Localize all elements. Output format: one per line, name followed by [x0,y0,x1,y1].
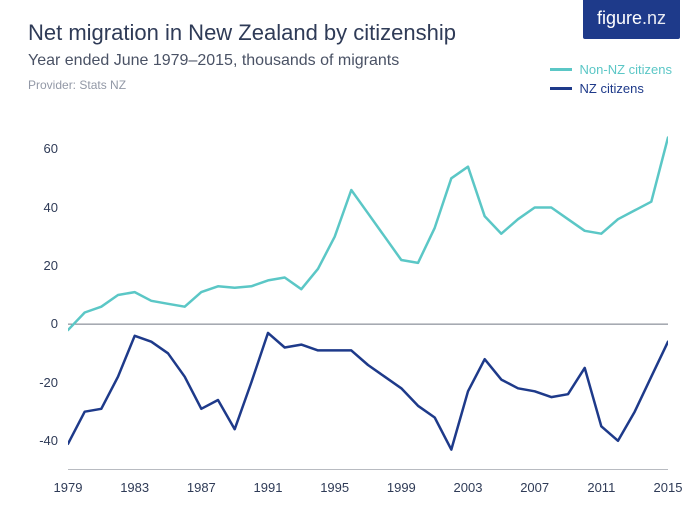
line-chart [68,120,668,470]
x-tick-label: 2015 [654,480,683,495]
chart-provider: Provider: Stats NZ [28,78,126,92]
y-tick-label: 40 [0,200,58,215]
legend-swatch [550,87,572,90]
y-tick-label: -20 [0,375,58,390]
x-tick-label: 2011 [587,480,615,495]
legend-item: NZ citizens [550,81,672,96]
chart-subtitle: Year ended June 1979–2015, thousands of … [28,52,399,70]
logo-text: figure [597,8,642,28]
y-tick-label: 20 [0,258,58,273]
x-tick-label: 1995 [320,480,349,495]
x-tick-label: 1991 [254,480,283,495]
y-tick-label: 60 [0,141,58,156]
legend-label: NZ citizens [580,81,644,96]
series-line [68,333,668,450]
x-tick-label: 1983 [120,480,149,495]
legend-label: Non-NZ citizens [580,62,672,77]
chart-container: figure.nz Net migration in New Zealand b… [0,0,700,525]
legend: Non-NZ citizens NZ citizens [550,62,672,100]
x-tick-label: 2007 [520,480,549,495]
chart-title: Net migration in New Zealand by citizens… [28,20,456,46]
y-tick-label: -40 [0,433,58,448]
legend-swatch [550,68,572,71]
figurenz-logo: figure.nz [583,0,680,39]
logo-suffix: .nz [642,8,666,28]
x-tick-label: 1987 [187,480,216,495]
x-tick-label: 2003 [454,480,483,495]
x-tick-label: 1979 [54,480,83,495]
series-line [68,138,668,331]
y-tick-label: 0 [0,316,58,331]
legend-item: Non-NZ citizens [550,62,672,77]
x-tick-label: 1999 [387,480,416,495]
